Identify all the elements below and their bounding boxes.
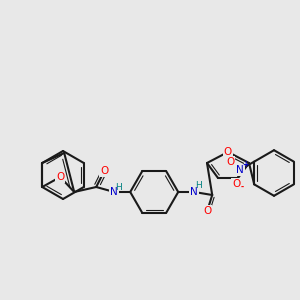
Text: +: + <box>242 160 248 169</box>
Text: -: - <box>241 183 244 192</box>
Text: N: N <box>110 187 118 197</box>
Text: O: O <box>203 206 211 216</box>
Text: O: O <box>232 178 240 189</box>
Text: H: H <box>115 182 122 191</box>
Text: O: O <box>56 172 64 182</box>
Text: N: N <box>236 165 244 175</box>
Text: O: O <box>226 157 234 166</box>
Text: O: O <box>100 166 108 176</box>
Text: O: O <box>224 147 232 157</box>
Text: N: N <box>190 187 198 197</box>
Text: H: H <box>195 182 202 190</box>
